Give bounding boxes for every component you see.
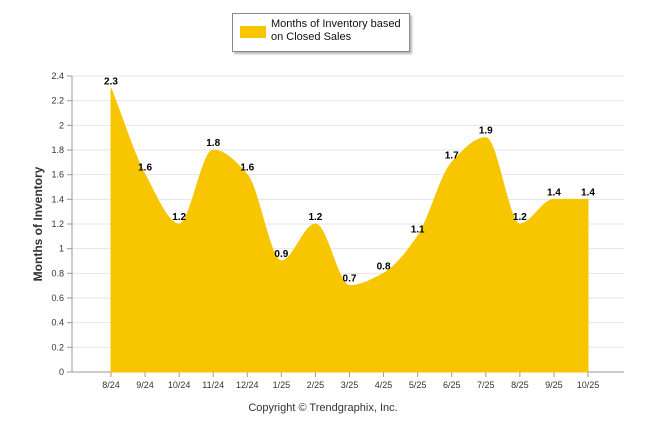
data-label: 1.2 [308, 212, 322, 223]
legend: Months of Inventory based on Closed Sale… [232, 13, 410, 52]
y-tick-label: 1 [59, 244, 64, 254]
x-tick-label: 2/25 [307, 380, 325, 390]
legend-label: Months of Inventory based on Closed Sale… [271, 18, 406, 44]
x-tick-label: 9/24 [136, 380, 154, 390]
data-label: 1.6 [240, 163, 254, 174]
y-tick-label: 1.4 [51, 194, 64, 204]
y-tick-label: 0 [59, 367, 64, 377]
data-label: 0.7 [343, 274, 357, 285]
y-tick-label: 0.6 [51, 293, 64, 303]
legend-line-2: on Closed Sales [271, 31, 352, 43]
data-label: 1.6 [138, 163, 152, 174]
data-label: 1.4 [547, 187, 561, 198]
y-tick-label: 2 [59, 120, 64, 130]
area-series-fill [110, 88, 589, 373]
copyright-footer: Copyright © Trendgraphix, Inc. [248, 402, 398, 414]
data-label: 1.2 [513, 212, 527, 223]
legend-line-1: Months of Inventory based [271, 18, 401, 30]
y-tick-label: 1.6 [51, 170, 64, 180]
x-tick-label: 1/25 [273, 380, 291, 390]
y-tick-label: 0.4 [51, 318, 64, 328]
y-tick-label: 2.4 [51, 71, 64, 81]
x-tick-label: 5/25 [409, 380, 427, 390]
x-tick-label: 7/25 [477, 380, 495, 390]
y-tick-label: 1.2 [51, 219, 64, 229]
data-label: 1.2 [172, 212, 186, 223]
x-tick-label: 4/25 [375, 380, 393, 390]
data-label: 0.9 [274, 249, 288, 260]
x-tick-label: 10/25 [577, 380, 600, 390]
series-area [110, 88, 589, 373]
y-tick-label: 0.8 [51, 268, 64, 278]
data-label: 1.7 [445, 150, 459, 161]
data-label: 1.9 [479, 126, 493, 137]
x-axis: 8/24 9/24 10/24 11/24 12/24 1/25 2/25 3/25 4/25 5… [72, 371, 624, 390]
x-tick-label: 12/24 [236, 380, 259, 390]
data-label: 0.8 [377, 261, 391, 272]
x-tick-label: 6/25 [443, 380, 461, 390]
data-labels: 2.3 1.6 1.2 1.8 1.6 0.9 1.2 0.7 0.8 1.1 1.7 1.9 1.2 1… [104, 76, 595, 284]
data-label: 1.1 [411, 224, 425, 235]
y-tick-label: 1.8 [51, 145, 64, 155]
legend-swatch [240, 26, 266, 38]
x-tick-label: 11/24 [202, 380, 224, 390]
x-tick-label: 10/24 [168, 380, 191, 390]
y-axis: 0 0.2 0.4 0.6 0.8 1 1.2 1.4 1.6 1.8 2 2.2 2.4 [51, 71, 73, 377]
data-label: 1.4 [581, 187, 595, 198]
y-axis-title: Months of Inventory [31, 166, 45, 281]
y-tick-label: 0.2 [51, 342, 64, 352]
x-tick-label: 3/25 [341, 380, 359, 390]
data-label: 2.3 [104, 76, 118, 87]
x-tick-label: 8/24 [102, 380, 120, 390]
x-tick-label: 8/25 [511, 380, 529, 390]
data-label: 1.8 [206, 138, 220, 149]
x-tick-label: 9/25 [545, 380, 563, 390]
y-tick-label: 2.2 [51, 96, 64, 106]
